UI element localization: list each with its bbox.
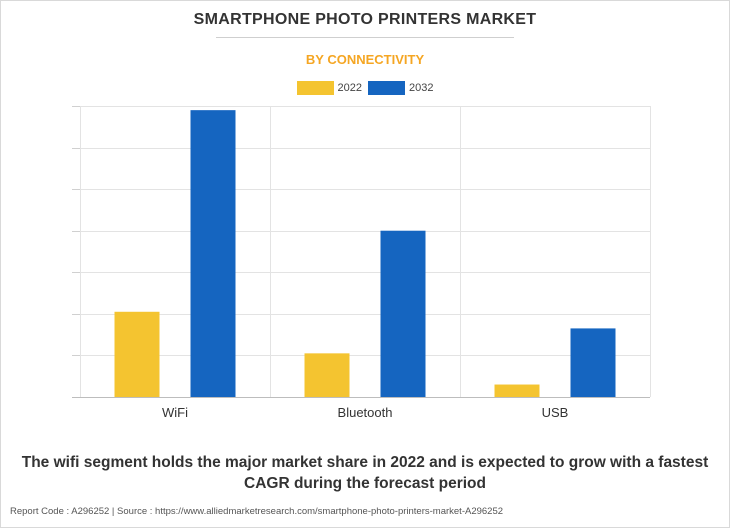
legend-label-2032: 2032 (409, 82, 434, 94)
x-tick-label: WiFi (162, 405, 188, 420)
bar-bluetooth-2022 (304, 353, 350, 397)
chart-caption: The wifi segment holds the major market … (21, 454, 709, 492)
bar-usb-2022 (494, 384, 540, 397)
legend-swatch-2022 (296, 81, 334, 95)
source-footer: Report Code : A296252 | Source : https:/… (10, 506, 504, 517)
legend-label-2022: 2022 (337, 82, 362, 94)
x-tick-label: USB (542, 405, 569, 420)
legend-item-2022[interactable]: 2022 (296, 81, 362, 95)
legend-item-2032[interactable]: 2032 (368, 81, 433, 95)
chart-title: SMARTPHONE PHOTO PRINTERS MARKET (193, 11, 537, 28)
legend-swatch-2032 (368, 81, 405, 95)
bar-bluetooth-2032 (380, 230, 426, 397)
x-tick-label: Bluetooth (338, 405, 393, 420)
title-divider (216, 37, 514, 38)
bar-wifi-2032 (190, 110, 236, 398)
bar-wifi-2022 (114, 311, 160, 397)
chart-subtitle: BY CONNECTIVITY (305, 52, 425, 67)
chart-legend: 2022 2032 (0, 81, 730, 95)
bar-usb-2032 (570, 328, 616, 397)
